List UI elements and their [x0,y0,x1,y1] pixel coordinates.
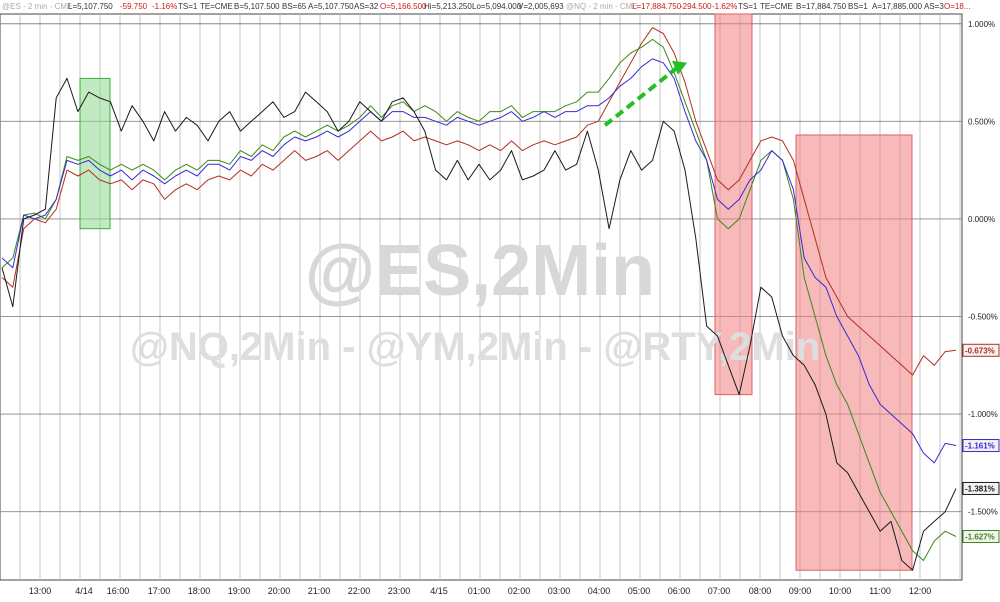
last-value-label-es: -1.381% [962,481,1000,495]
last-value-text: -1.627% [965,532,995,541]
y-tick-label: 0.500% [968,117,995,126]
es-low: L=5,107.750 [68,2,113,11]
last-value-box [962,481,1000,495]
last-value-text: -1.381% [965,484,995,493]
x-tick-label: 12:00 [909,586,932,596]
x-tick-label: 09:00 [789,586,812,596]
y-tick-label: 0.000% [968,215,995,224]
trend-arrow-head [672,60,687,75]
nq-bid: B=17,884.750 [796,2,847,11]
es-bid: B=5,107.500 [234,2,280,11]
x-tick-label: 23:00 [388,586,411,596]
series-line-ym [1,38,957,561]
x-tick-label: 4/15 [430,586,448,596]
series-line-nq [1,58,957,464]
x-tick-label: 16:00 [107,586,130,596]
last-value-box [962,529,1000,543]
last-value-box [962,343,1000,357]
nq-as: AS=3 [924,2,944,11]
es-symbol-label: @ES - 2 min - CME [2,2,72,11]
trend-arrow [603,60,687,127]
nq-symbol-label: @NQ - 2 min - CME [566,2,638,11]
x-tick-label: 18:00 [188,586,211,596]
y-tick-label: 1.000% [968,20,995,29]
x-tick-label: 4/14 [75,586,93,596]
es-lo: Lo=5,094.000 [472,2,522,11]
es-as: AS=32 [354,2,379,11]
axes: 13:00 4/14 16:00 17:00 18:00 19:00 20:00 21:00 2… [29,20,1000,596]
series-line-es [1,77,957,571]
nq-ask: A=17,885.000 [872,2,923,11]
shaded-regions [79,13,913,571]
x-tick-label: 06:00 [668,586,691,596]
shaded-region-green [79,77,111,230]
nq-change-pct: -1.62% [712,2,737,11]
x-tick-label: 01:00 [468,586,491,596]
watermark-main: @ES,2Min [305,231,655,311]
series-lines [1,27,957,571]
x-tick-label: 19:00 [228,586,251,596]
x-tick-label: 13:00 [29,586,52,596]
watermark: @ES,2Min @NQ,2Min - @YM,2Min - @RTY,2Min [130,231,820,369]
es-bs: BS=65 [282,2,307,11]
y-tick-label: -1.500% [968,508,998,517]
es-change-pct: -1.16% [152,2,177,11]
x-tick-label: 10:00 [829,586,852,596]
es-vol: V=2,005,693 [518,2,564,11]
nq-open: O=18... [944,2,970,11]
es-te: TE=CME [200,2,233,11]
nq-low: L=17,884.750 [632,2,682,11]
y-tick-label: -0.500% [968,313,998,322]
last-value-label-rty: -0.673% [962,343,1000,357]
x-tick-label: 17:00 [148,586,171,596]
x-tick-label: 20:00 [268,586,291,596]
x-tick-label: 02:00 [508,586,531,596]
nq-te: TE=CME [760,2,793,11]
last-value-text: -1.161% [965,442,995,451]
es-change: -59.750 [120,2,148,11]
es-ask: A=5,107.750 [308,2,354,11]
x-tick-label: 11:00 [869,586,891,596]
plot-frame [0,13,963,581]
x-tick-label: 21:00 [308,586,331,596]
last-value-text: -0.673% [965,346,995,355]
x-tick-label: 04:00 [588,586,611,596]
es-ts: TS=1 [178,2,198,11]
series-line-rty [1,27,957,376]
y-tick-label: -1.000% [968,410,998,419]
chart-header: @ES - 2 min - CME L=5,107.750 -59.750 -1… [2,2,970,11]
last-value-label-nq: -1.161% [962,439,1000,453]
nq-change: -294.500 [680,2,712,11]
last-value-box [962,439,1000,453]
x-tick-label: 22:00 [348,586,371,596]
x-tick-label: 07:00 [708,586,731,596]
x-tick-label: 05:00 [628,586,651,596]
last-value-label-ym: -1.627% [962,529,1000,543]
watermark-sub: @NQ,2Min - @YM,2Min - @RTY,2Min [130,325,820,369]
es-open: O=5,166.500 [380,2,427,11]
shaded-region-red [795,134,913,571]
x-tick-label: 08:00 [749,586,772,596]
es-high: Hi=5,213.250 [424,2,472,11]
x-tick-label: 03:00 [548,586,571,596]
trend-arrow-shaft [603,66,679,127]
nq-ts: TS=1 [738,2,758,11]
nq-bs: BS=1 [848,2,868,11]
